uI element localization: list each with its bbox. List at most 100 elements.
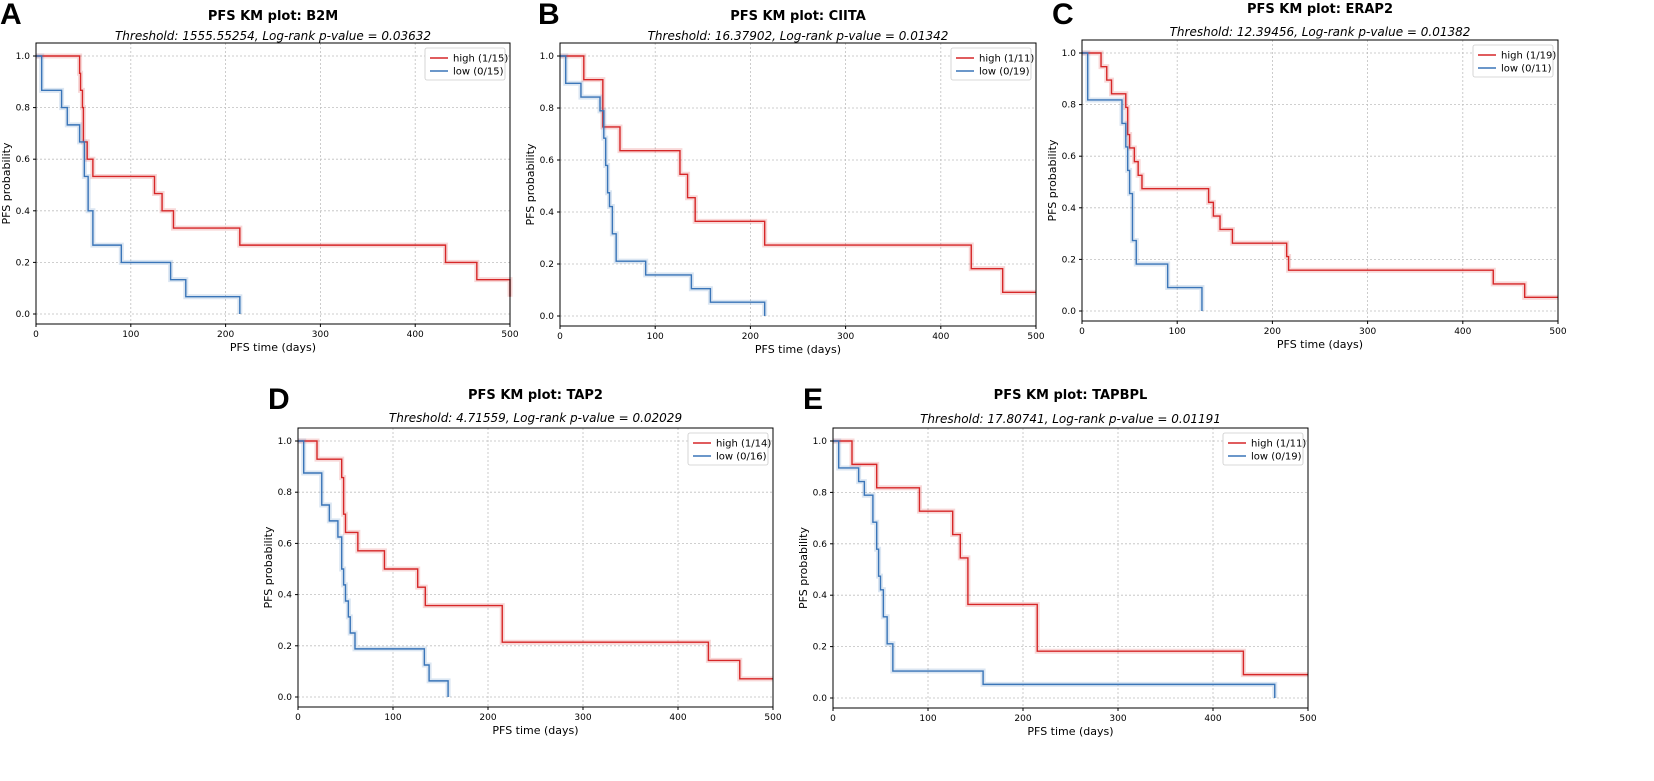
legend-box bbox=[424, 47, 506, 81]
chart-subtitle: Threshold: 4.71559, Log-rank p-value = 0… bbox=[389, 411, 682, 425]
km-confidence-band-high bbox=[1082, 50, 1558, 300]
panel-letter: C bbox=[1052, 0, 1074, 31]
x-tick-label: 100 bbox=[384, 713, 401, 723]
x-tick-label: 0 bbox=[557, 332, 563, 342]
legend: high (1/11) low (0/19) bbox=[1222, 432, 1306, 466]
km-curve-low bbox=[298, 440, 449, 697]
panel-letter: A bbox=[0, 0, 22, 31]
km-curve-high bbox=[833, 440, 1308, 676]
x-axis-label: PFS time (days) bbox=[230, 341, 316, 354]
x-axis-label: PFS time (days) bbox=[1277, 338, 1363, 351]
km-confidence-band-low bbox=[833, 438, 1278, 698]
y-tick-label: 1.0 bbox=[16, 52, 31, 62]
legend-label-high: high (1/11) bbox=[979, 54, 1034, 65]
y-tick-label: 0.6 bbox=[1062, 152, 1077, 162]
x-tick-label: 400 bbox=[932, 332, 949, 342]
y-tick-label: 0.6 bbox=[540, 156, 555, 166]
km-curve-low bbox=[36, 55, 241, 314]
chart-subtitle: Threshold: 12.39456, Log-rank p-value = … bbox=[1170, 25, 1471, 39]
x-tick-label: 100 bbox=[1169, 327, 1186, 337]
km-curve-high bbox=[560, 55, 1036, 294]
legend: high (1/11) low (0/19) bbox=[950, 47, 1034, 81]
x-tick-label: 100 bbox=[919, 714, 936, 724]
y-tick-label: 0.8 bbox=[278, 488, 293, 498]
chart-subtitle: Threshold: 16.37902, Log-rank p-value = … bbox=[648, 29, 949, 43]
x-tick-label: 400 bbox=[1454, 327, 1471, 337]
legend-label-high: high (1/15) bbox=[453, 54, 508, 65]
y-axis-label: PFS probability bbox=[1046, 139, 1059, 221]
y-tick-label: 1.0 bbox=[813, 437, 828, 447]
y-tick-label: 0.4 bbox=[1062, 204, 1077, 214]
km-curve-high bbox=[36, 55, 511, 297]
km-confidence-band-high bbox=[298, 438, 773, 682]
y-tick-label: 0.4 bbox=[540, 208, 555, 218]
legend-label-low: low (0/19) bbox=[1251, 452, 1302, 463]
x-tick-label: 0 bbox=[1079, 327, 1085, 337]
x-axis-label: PFS time (days) bbox=[1027, 725, 1113, 738]
y-tick-label: 1.0 bbox=[540, 52, 555, 62]
panel-letter: E bbox=[803, 383, 823, 416]
y-axis-label: PFS probability bbox=[797, 527, 810, 609]
legend-label-high: high (1/19) bbox=[1501, 51, 1556, 62]
km-confidence-band-high bbox=[833, 438, 1308, 678]
y-tick-label: 0.0 bbox=[278, 693, 293, 703]
km-curve-low bbox=[833, 440, 1276, 698]
legend-label-high: high (1/14) bbox=[716, 439, 771, 450]
legend: high (1/14) low (0/16) bbox=[687, 432, 771, 466]
x-tick-label: 200 bbox=[742, 332, 759, 342]
y-tick-label: 0.6 bbox=[278, 539, 293, 549]
km-panel-d: D PFS KM plot: TAP2 Threshold: 4.71559, Lo… bbox=[262, 383, 782, 737]
chart-title: PFS KM plot: ERAP2 bbox=[1247, 2, 1393, 17]
legend-label-high: high (1/11) bbox=[1251, 439, 1306, 450]
y-tick-label: 0.0 bbox=[16, 310, 31, 320]
legend-box bbox=[687, 432, 769, 466]
km-confidence-band-low bbox=[298, 438, 451, 697]
legend-label-low: low (0/16) bbox=[716, 452, 767, 463]
x-tick-label: 300 bbox=[1359, 327, 1376, 337]
y-tick-label: 0.2 bbox=[813, 643, 827, 653]
km-panel-c: C PFS KM plot: ERAP2 Threshold: 12.39456, … bbox=[1046, 0, 1567, 351]
chart-subtitle: Threshold: 1555.55254, Log-rank p-value … bbox=[115, 29, 431, 43]
x-axis-label: PFS time (days) bbox=[492, 724, 578, 737]
y-tick-label: 1.0 bbox=[1062, 49, 1077, 59]
y-axis-label: PFS probability bbox=[524, 143, 537, 225]
km-panel-a: A PFS KM plot: B2M Threshold: 1555.55254, … bbox=[0, 0, 519, 354]
y-tick-label: 0.2 bbox=[16, 258, 30, 268]
km-confidence-band-low bbox=[36, 53, 243, 314]
x-tick-label: 300 bbox=[1109, 714, 1126, 724]
y-tick-label: 0.2 bbox=[278, 642, 292, 652]
km-curve-low bbox=[560, 55, 766, 316]
plot-frame bbox=[35, 42, 511, 325]
panel-letter: B bbox=[538, 0, 560, 31]
x-tick-label: 200 bbox=[1014, 714, 1031, 724]
plot-frame bbox=[559, 42, 1037, 327]
x-tick-label: 0 bbox=[830, 714, 836, 724]
legend-box bbox=[950, 47, 1032, 81]
y-tick-label: 0.4 bbox=[278, 591, 293, 601]
x-tick-label: 400 bbox=[1204, 714, 1221, 724]
legend-box bbox=[1472, 44, 1554, 78]
km-curve-low bbox=[1082, 52, 1203, 311]
chart-title: PFS KM plot: B2M bbox=[208, 9, 338, 24]
y-tick-label: 0.8 bbox=[813, 488, 828, 498]
x-tick-label: 0 bbox=[295, 713, 301, 723]
y-tick-label: 0.6 bbox=[813, 540, 828, 550]
km-confidence-band-low bbox=[560, 53, 768, 316]
km-panel-b: B PFS KM plot: CIITA Threshold: 16.37902, … bbox=[524, 0, 1045, 356]
x-tick-label: 100 bbox=[122, 330, 139, 340]
x-tick-label: 500 bbox=[1027, 332, 1044, 342]
legend: high (1/19) low (0/11) bbox=[1472, 44, 1556, 78]
y-tick-label: 0.0 bbox=[813, 694, 828, 704]
legend-label-low: low (0/15) bbox=[453, 67, 504, 78]
x-tick-label: 200 bbox=[217, 330, 234, 340]
x-tick-label: 500 bbox=[1549, 327, 1566, 337]
x-tick-label: 500 bbox=[764, 713, 781, 723]
legend-label-low: low (0/11) bbox=[1501, 64, 1552, 75]
y-tick-label: 0.2 bbox=[1062, 255, 1076, 265]
chart-title: PFS KM plot: CIITA bbox=[730, 9, 866, 24]
y-tick-label: 0.8 bbox=[16, 104, 31, 114]
km-curve-high bbox=[298, 440, 773, 680]
x-tick-label: 400 bbox=[407, 330, 424, 340]
x-tick-label: 500 bbox=[1299, 714, 1316, 724]
